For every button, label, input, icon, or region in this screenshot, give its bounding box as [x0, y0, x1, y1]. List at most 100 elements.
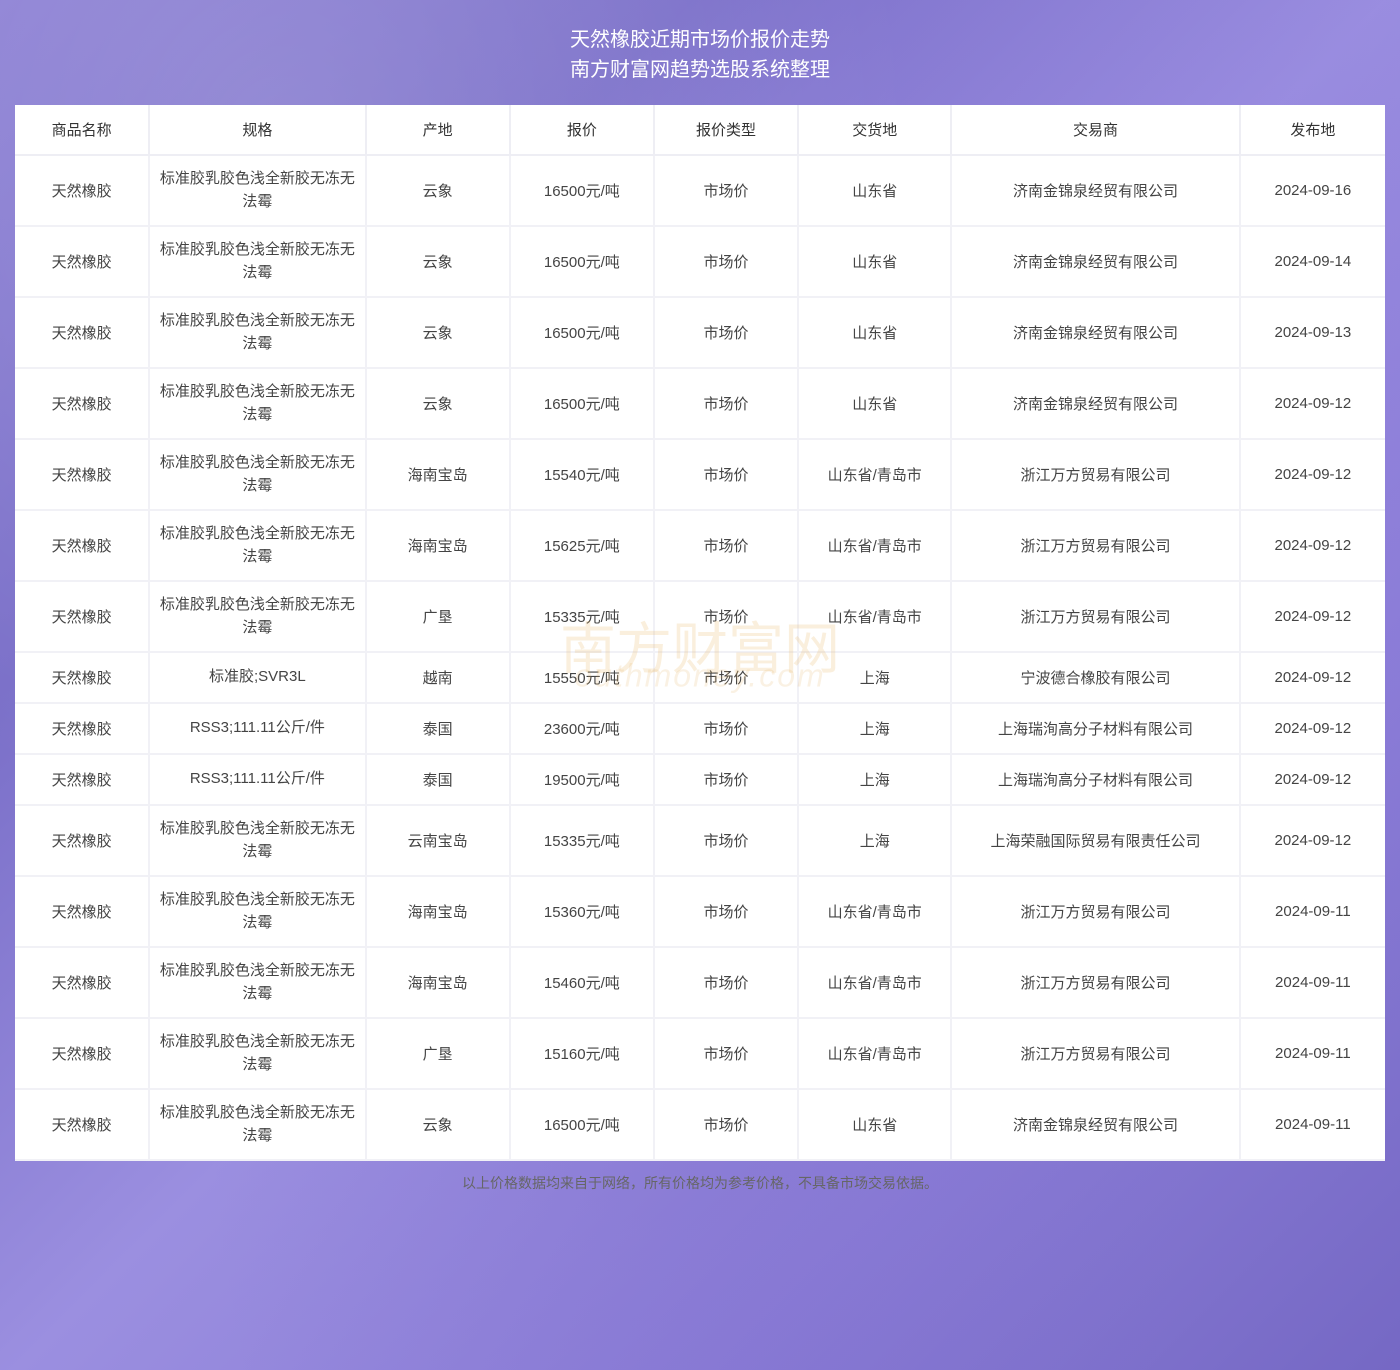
- cell-date: 2024-09-11: [1241, 877, 1385, 948]
- cell-name: 天然橡胶: [15, 298, 150, 369]
- cell-trader: 济南金锦泉经贸有限公司: [952, 156, 1240, 227]
- cell-trader: 浙江万方贸易有限公司: [952, 511, 1240, 582]
- cell-trader: 浙江万方贸易有限公司: [952, 948, 1240, 1019]
- cell-type: 市场价: [655, 1090, 799, 1161]
- cell-type: 市场价: [655, 440, 799, 511]
- cell-delivery: 上海: [799, 755, 952, 806]
- cell-trader: 宁波德合橡胶有限公司: [952, 653, 1240, 704]
- cell-type: 市场价: [655, 948, 799, 1019]
- cell-price: 16500元/吨: [511, 227, 655, 298]
- cell-delivery: 山东省: [799, 298, 952, 369]
- cell-origin: 云南宝岛: [367, 806, 511, 877]
- cell-price: 15625元/吨: [511, 511, 655, 582]
- cell-delivery: 山东省: [799, 156, 952, 227]
- cell-origin: 云象: [367, 156, 511, 227]
- cell-spec: 标准胶乳胶色浅全新胶无冻无法霉: [150, 1090, 366, 1161]
- header-row: 商品名称规格产地报价报价类型交货地交易商发布地: [15, 105, 1385, 156]
- cell-spec: 标准胶乳胶色浅全新胶无冻无法霉: [150, 440, 366, 511]
- cell-origin: 海南宝岛: [367, 440, 511, 511]
- cell-price: 19500元/吨: [511, 755, 655, 806]
- cell-price: 16500元/吨: [511, 298, 655, 369]
- table-row: 天然橡胶标准胶乳胶色浅全新胶无冻无法霉海南宝岛15360元/吨市场价山东省/青岛…: [15, 877, 1385, 948]
- table-row: 天然橡胶标准胶乳胶色浅全新胶无冻无法霉广垦15160元/吨市场价山东省/青岛市浙…: [15, 1019, 1385, 1090]
- cell-spec: 标准胶乳胶色浅全新胶无冻无法霉: [150, 948, 366, 1019]
- table-row: 天然橡胶RSS3;111.11公斤/件泰国19500元/吨市场价上海上海瑞洵高分…: [15, 755, 1385, 806]
- cell-date: 2024-09-12: [1241, 440, 1385, 511]
- table-row: 天然橡胶RSS3;111.11公斤/件泰国23600元/吨市场价上海上海瑞洵高分…: [15, 704, 1385, 755]
- table-row: 天然橡胶标准胶乳胶色浅全新胶无冻无法霉云象16500元/吨市场价山东省济南金锦泉…: [15, 1090, 1385, 1161]
- column-header: 规格: [150, 105, 366, 156]
- column-header: 交易商: [952, 105, 1240, 156]
- column-header: 产地: [367, 105, 511, 156]
- cell-delivery: 山东省: [799, 1090, 952, 1161]
- cell-trader: 浙江万方贸易有限公司: [952, 582, 1240, 653]
- cell-origin: 泰国: [367, 755, 511, 806]
- cell-date: 2024-09-11: [1241, 1019, 1385, 1090]
- column-header: 报价类型: [655, 105, 799, 156]
- table-header: 商品名称规格产地报价报价类型交货地交易商发布地: [15, 105, 1385, 156]
- cell-date: 2024-09-12: [1241, 653, 1385, 704]
- cell-date: 2024-09-11: [1241, 1090, 1385, 1161]
- table-row: 天然橡胶标准胶乳胶色浅全新胶无冻无法霉海南宝岛15540元/吨市场价山东省/青岛…: [15, 440, 1385, 511]
- cell-origin: 广垦: [367, 1019, 511, 1090]
- cell-date: 2024-09-11: [1241, 948, 1385, 1019]
- cell-delivery: 上海: [799, 806, 952, 877]
- cell-trader: 浙江万方贸易有限公司: [952, 440, 1240, 511]
- cell-trader: 济南金锦泉经贸有限公司: [952, 298, 1240, 369]
- cell-spec: 标准胶乳胶色浅全新胶无冻无法霉: [150, 298, 366, 369]
- column-header: 报价: [511, 105, 655, 156]
- table-row: 天然橡胶标准胶乳胶色浅全新胶无冻无法霉云象16500元/吨市场价山东省济南金锦泉…: [15, 156, 1385, 227]
- cell-date: 2024-09-12: [1241, 806, 1385, 877]
- cell-origin: 泰国: [367, 704, 511, 755]
- cell-spec: 标准胶乳胶色浅全新胶无冻无法霉: [150, 877, 366, 948]
- cell-spec: 标准胶乳胶色浅全新胶无冻无法霉: [150, 511, 366, 582]
- cell-delivery: 山东省: [799, 227, 952, 298]
- cell-price: 15335元/吨: [511, 806, 655, 877]
- cell-name: 天然橡胶: [15, 704, 150, 755]
- cell-trader: 上海瑞洵高分子材料有限公司: [952, 755, 1240, 806]
- cell-type: 市场价: [655, 582, 799, 653]
- cell-origin: 越南: [367, 653, 511, 704]
- cell-type: 市场价: [655, 1019, 799, 1090]
- cell-trader: 上海瑞洵高分子材料有限公司: [952, 704, 1240, 755]
- table-row: 天然橡胶标准胶乳胶色浅全新胶无冻无法霉云象16500元/吨市场价山东省济南金锦泉…: [15, 369, 1385, 440]
- cell-price: 15550元/吨: [511, 653, 655, 704]
- cell-type: 市场价: [655, 511, 799, 582]
- cell-origin: 云象: [367, 227, 511, 298]
- cell-name: 天然橡胶: [15, 755, 150, 806]
- cell-name: 天然橡胶: [15, 1090, 150, 1161]
- cell-delivery: 山东省/青岛市: [799, 511, 952, 582]
- cell-delivery: 山东省: [799, 369, 952, 440]
- cell-trader: 浙江万方贸易有限公司: [952, 1019, 1240, 1090]
- cell-spec: 标准胶乳胶色浅全新胶无冻无法霉: [150, 806, 366, 877]
- cell-origin: 海南宝岛: [367, 511, 511, 582]
- table-row: 天然橡胶标准胶乳胶色浅全新胶无冻无法霉云象16500元/吨市场价山东省济南金锦泉…: [15, 227, 1385, 298]
- cell-name: 天然橡胶: [15, 582, 150, 653]
- cell-trader: 济南金锦泉经贸有限公司: [952, 227, 1240, 298]
- cell-origin: 云象: [367, 369, 511, 440]
- page-header: 天然橡胶近期市场价报价走势 南方财富网趋势选股系统整理: [15, 25, 1385, 85]
- cell-name: 天然橡胶: [15, 877, 150, 948]
- cell-type: 市场价: [655, 298, 799, 369]
- table-row: 天然橡胶标准胶乳胶色浅全新胶无冻无法霉海南宝岛15460元/吨市场价山东省/青岛…: [15, 948, 1385, 1019]
- table-row: 天然橡胶标准胶乳胶色浅全新胶无冻无法霉广垦15335元/吨市场价山东省/青岛市浙…: [15, 582, 1385, 653]
- cell-type: 市场价: [655, 227, 799, 298]
- cell-price: 16500元/吨: [511, 156, 655, 227]
- cell-name: 天然橡胶: [15, 227, 150, 298]
- cell-spec: 标准胶乳胶色浅全新胶无冻无法霉: [150, 156, 366, 227]
- column-header: 发布地: [1241, 105, 1385, 156]
- cell-date: 2024-09-16: [1241, 156, 1385, 227]
- price-table: 商品名称规格产地报价报价类型交货地交易商发布地 天然橡胶标准胶乳胶色浅全新胶无冻…: [15, 105, 1385, 1161]
- cell-name: 天然橡胶: [15, 1019, 150, 1090]
- cell-origin: 海南宝岛: [367, 948, 511, 1019]
- cell-delivery: 上海: [799, 653, 952, 704]
- cell-price: 15360元/吨: [511, 877, 655, 948]
- cell-date: 2024-09-12: [1241, 755, 1385, 806]
- cell-price: 15160元/吨: [511, 1019, 655, 1090]
- cell-spec: 标准胶乳胶色浅全新胶无冻无法霉: [150, 582, 366, 653]
- cell-type: 市场价: [655, 653, 799, 704]
- cell-date: 2024-09-12: [1241, 582, 1385, 653]
- cell-type: 市场价: [655, 806, 799, 877]
- cell-price: 23600元/吨: [511, 704, 655, 755]
- cell-date: 2024-09-12: [1241, 369, 1385, 440]
